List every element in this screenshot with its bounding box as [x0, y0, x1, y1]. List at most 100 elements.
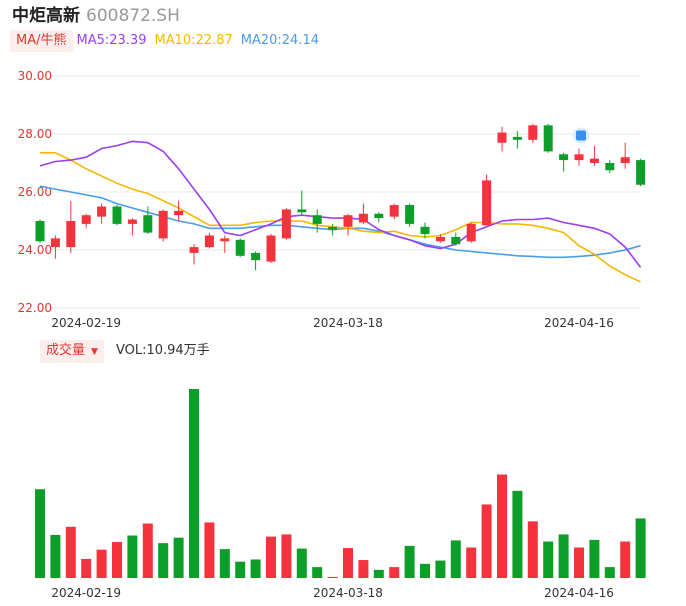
volume-bar: [127, 535, 138, 578]
volume-bar: [543, 541, 554, 578]
candle-body: [512, 136, 522, 140]
volume-bar: [481, 504, 492, 578]
volume-bar: [204, 522, 215, 578]
x-tick-label: 2024-03-18: [313, 316, 383, 330]
ma20-legend: MA20:24.14: [240, 33, 319, 48]
ma5-legend: MA5:23.39: [76, 33, 147, 48]
candle-body: [636, 160, 646, 185]
volume-bar: [96, 549, 107, 578]
y-tick-label: 28.00: [18, 127, 52, 141]
volume-bar: [373, 569, 384, 578]
candle-body: [81, 215, 91, 224]
candle-body: [589, 158, 599, 163]
volume-bar: [173, 537, 184, 578]
ma-indicator-tab[interactable]: MA/牛熊: [10, 30, 73, 52]
candle-body: [220, 238, 230, 242]
candle-body: [281, 209, 291, 239]
candle-body: [497, 132, 507, 143]
volume-bar: [420, 563, 430, 578]
candle-body: [251, 252, 261, 261]
volume-bar: [558, 534, 569, 578]
volume-bar: [620, 541, 631, 578]
volume-bar: [327, 576, 338, 578]
volume-bar: [235, 561, 246, 578]
volume-bar: [343, 548, 353, 578]
candle-body: [266, 235, 276, 262]
candle-body: [420, 226, 430, 235]
volume-value: VOL:10.94万手: [115, 343, 210, 358]
candle-body: [204, 235, 214, 248]
candle-body: [374, 213, 384, 219]
ma5-line: [39, 140, 642, 268]
ma-legend: MA/牛熊 MA5:23.39 MA10:22.87 MA20:24.14: [10, 30, 327, 52]
candle-body: [143, 215, 153, 233]
volume-bar: [266, 536, 276, 578]
volume-bar: [604, 567, 615, 578]
stock-header: 中炬高新 600872.SH: [12, 4, 180, 28]
x-tick-label: 2024-02-19: [51, 316, 121, 330]
candle-body: [466, 223, 476, 242]
event-marker-icon-body: [576, 130, 586, 141]
y-tick-label: 26.00: [18, 185, 52, 199]
volume-bar: [219, 549, 230, 578]
volume-bar: [296, 548, 307, 578]
candle-body: [174, 210, 184, 216]
volume-bar: [250, 559, 261, 578]
volume-legend: 成交量 ▼ VOL:10.94万手: [40, 340, 210, 363]
candle-body: [559, 154, 569, 161]
candle-body: [312, 215, 322, 224]
candle-body: [343, 215, 353, 227]
x-tick-label: 2024-04-16: [544, 316, 614, 330]
volume-x-tick-label: 2024-04-16: [544, 586, 614, 600]
candle-body: [405, 205, 415, 224]
ma10-legend: MA10:22.87: [154, 33, 233, 48]
stock-name: 中炬高新: [12, 6, 80, 26]
candle-body: [127, 219, 137, 224]
volume-indicator-dropdown[interactable]: 成交量 ▼: [40, 340, 104, 363]
volume-x-tick-label: 2024-03-18: [313, 586, 383, 600]
candle-body: [112, 206, 122, 224]
volume-bar: [389, 567, 400, 578]
volume-bar: [35, 489, 45, 578]
ma20-line: [39, 185, 641, 259]
candle-body: [435, 236, 445, 242]
candle-body: [358, 213, 368, 223]
volume-bar: [512, 490, 523, 578]
candle-body: [189, 247, 199, 253]
candle-body: [389, 205, 399, 217]
volume-bar: [404, 545, 415, 578]
dropdown-caret-icon: ▼: [91, 347, 98, 357]
candle-body: [620, 157, 630, 163]
volume-bar: [50, 534, 61, 578]
candle-body: [50, 238, 60, 248]
volume-bar: [281, 534, 292, 578]
ma10-line: [40, 152, 641, 283]
volume-bar: [574, 547, 584, 578]
candle-body: [66, 221, 76, 248]
candle-body: [35, 221, 45, 242]
candle-body: [482, 180, 492, 226]
volume-bar: [112, 542, 122, 578]
volume-bar: [142, 523, 153, 578]
volume-bar: [466, 547, 477, 578]
volume-bar: [589, 539, 600, 578]
volume-bar: [158, 543, 169, 578]
volume-bar: [189, 389, 199, 578]
candle-body: [528, 125, 538, 140]
candle-body: [543, 125, 553, 152]
y-tick-label: 24.00: [18, 243, 52, 257]
stock-code: 600872.SH: [86, 6, 180, 26]
y-tick-label: 22.00: [18, 301, 52, 315]
volume-bar: [527, 521, 538, 578]
candle-body: [574, 154, 584, 161]
candle-body: [297, 209, 307, 213]
candle-body: [235, 239, 245, 256]
volume-bar: [635, 518, 646, 578]
volume-bar: [312, 567, 323, 578]
volume-bar: [450, 540, 461, 578]
volume-bar: [358, 560, 369, 578]
volume-bar: [65, 526, 76, 578]
candle-body: [158, 210, 168, 239]
volume-x-tick-label: 2024-02-19: [51, 586, 121, 600]
